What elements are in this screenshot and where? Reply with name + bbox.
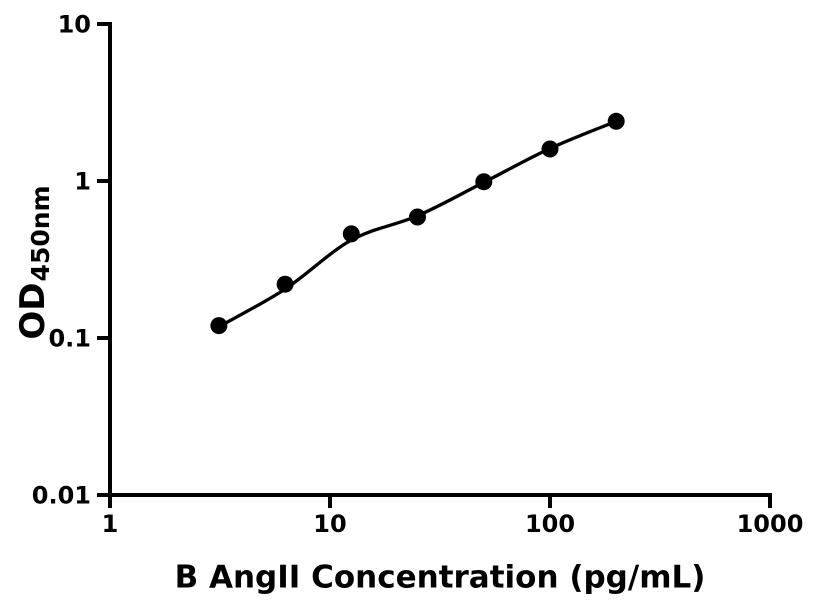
y-axis-title: OD450nm	[13, 185, 55, 340]
data-point	[342, 225, 360, 243]
data-point	[276, 275, 294, 293]
data-point	[541, 140, 559, 158]
x-tick-label: 100	[525, 510, 575, 538]
x-tick-label: 1	[102, 510, 119, 538]
data-point	[475, 173, 493, 191]
data-point	[607, 112, 625, 130]
x-tick-label: 10	[313, 510, 346, 538]
y-axis-title-main: OD	[13, 282, 53, 340]
y-tick-label: 0.1	[48, 325, 91, 353]
y-tick-label: 1	[74, 168, 91, 196]
data-point	[210, 317, 228, 335]
data-point	[409, 208, 426, 226]
y-tick-label: 0.01	[32, 482, 91, 510]
x-axis-title: B AngII Concentration (pg/mL)	[174, 559, 706, 596]
y-tick-label: 10	[58, 11, 91, 39]
y-axis-title-subscript: 450nm	[26, 185, 55, 282]
x-tick-label: 1000	[737, 510, 804, 538]
